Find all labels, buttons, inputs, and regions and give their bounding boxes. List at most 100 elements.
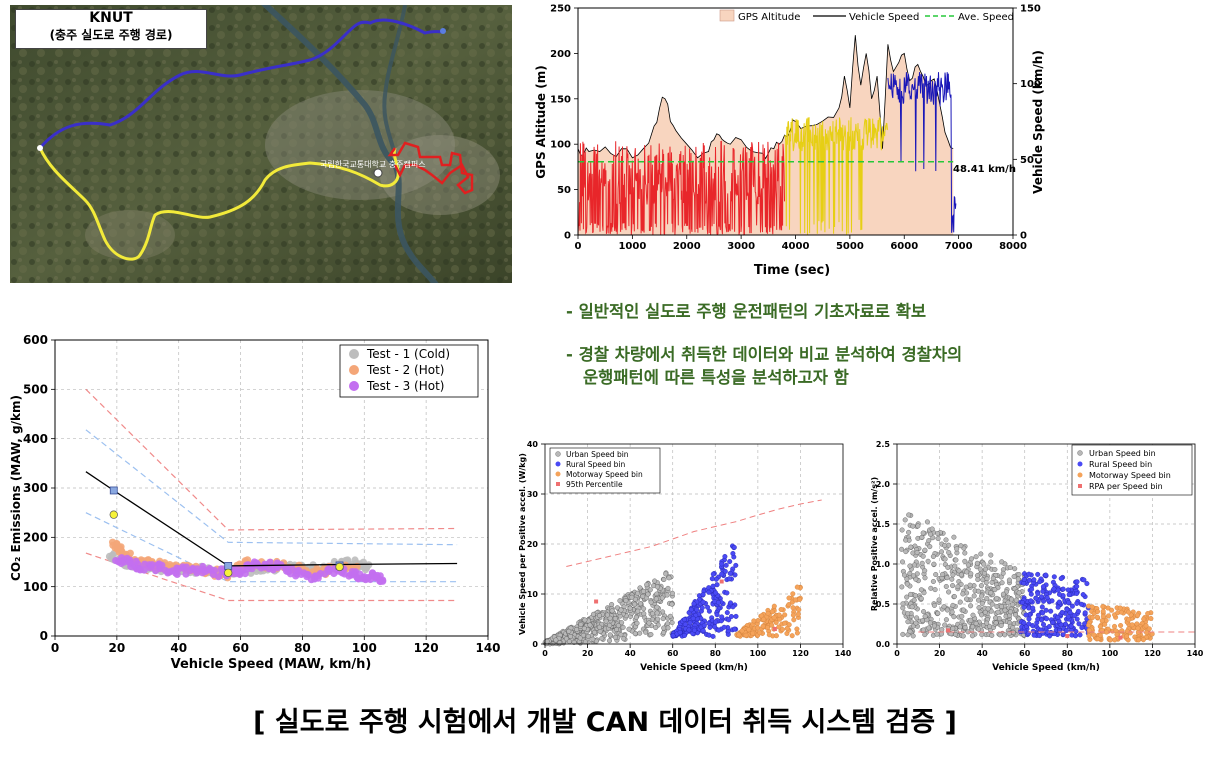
scatter-point: [701, 622, 707, 628]
scatter-point: [971, 593, 977, 599]
scatter-point: [968, 556, 974, 562]
scatter-point: [982, 566, 988, 572]
scatter-point: [1124, 628, 1130, 634]
scatter-point: [922, 568, 928, 574]
scatter-point: [902, 517, 908, 523]
scatter-point: [978, 551, 984, 557]
scatter-point: [957, 599, 963, 605]
scatter-point: [659, 595, 665, 601]
y-tick-label: 100: [550, 140, 571, 151]
scatter-point: [654, 584, 660, 590]
characteristic-point: [224, 562, 233, 570]
rpa-chart: 0 20 40 60 80 100 120 140 0.0 0.5 1.0 1.5 2.0 2.5 Ur…: [870, 440, 1204, 673]
river: [261, 5, 439, 283]
scatter-point: [944, 607, 950, 613]
scatter-point: [700, 591, 706, 597]
test-point: [379, 576, 387, 584]
scatter-point: [1019, 599, 1025, 605]
legend-swatch-test3: [349, 381, 359, 391]
scatter-point: [927, 620, 933, 626]
scatter-point: [993, 620, 999, 626]
scatter-point: [655, 616, 661, 622]
scatter-point: [700, 628, 706, 634]
scatter-point: [1039, 594, 1045, 600]
scatter-point: [910, 550, 916, 556]
scatter-point: [623, 598, 629, 604]
scatter-point: [910, 633, 916, 639]
scatter-point: [988, 559, 994, 565]
scatter-point: [1059, 609, 1065, 615]
scatter-point: [912, 562, 918, 568]
y-tick-label: 0.5: [876, 600, 891, 609]
scatter-point: [903, 549, 909, 555]
scatter-point: [1026, 621, 1032, 627]
bullet-text: - 일반적인 실도로 주행 운전패턴의 기초자료로 확보: [566, 302, 927, 321]
reference-point: [335, 562, 344, 572]
x-tick-label: 140: [475, 641, 500, 655]
legend-swatch-test2: [349, 365, 359, 375]
x-axis-label: Time (sec): [754, 263, 830, 278]
scatter-point: [587, 622, 593, 628]
scatter-point: [948, 631, 954, 637]
y-tick-label: 0.0: [876, 640, 891, 649]
scatter-point: [942, 622, 948, 628]
scatter-point: [1035, 612, 1041, 618]
x-tick-label: 3000: [727, 241, 755, 252]
scatter-point: [942, 542, 948, 548]
scatter-point: [1031, 632, 1037, 638]
scatter-point: [946, 589, 952, 595]
scatter-point: [1089, 604, 1095, 610]
y-tick-label: 1.0: [876, 560, 891, 569]
scatter-point: [571, 639, 577, 645]
scatter-point: [609, 601, 615, 607]
scatter-point: [727, 570, 733, 576]
scatter-point: [954, 546, 960, 552]
scatter-point: [964, 569, 970, 575]
plot-area: [85, 388, 458, 602]
scatter-point: [1065, 614, 1071, 620]
scatter-point: [1074, 616, 1080, 622]
scatter-point: [1012, 612, 1018, 618]
scatter-point: [644, 582, 650, 588]
scatter-point: [743, 632, 749, 638]
scatter-point: [953, 557, 959, 563]
scatter-point: [604, 612, 610, 618]
scatter-point: [899, 546, 905, 552]
scatter-point: [960, 591, 966, 597]
scatter-point: [922, 547, 928, 553]
scatter-point: [969, 633, 975, 639]
y-tick-label: 100: [23, 580, 48, 594]
scatter-point: [1079, 625, 1085, 631]
test-point: [211, 566, 219, 575]
scatter-point: [952, 631, 958, 637]
scatter-point: [983, 580, 989, 586]
scatter-point: [607, 622, 613, 628]
scatter-point: [596, 624, 602, 630]
scatter-point: [706, 608, 712, 614]
scatter-point: [978, 583, 984, 589]
scatter-point: [899, 584, 905, 590]
scatter-point: [544, 638, 550, 644]
scatter-point: [1091, 632, 1097, 638]
marker-point: [594, 599, 599, 604]
scatter-point: [648, 631, 654, 637]
legend-swatch-test1: [349, 349, 359, 359]
scatter-point: [951, 593, 957, 599]
scatter-point: [1107, 637, 1113, 643]
y-axis-label-right: Vehicle Speed (km/h): [1031, 50, 1045, 194]
legend-label-test3: Test - 3 (Hot): [366, 379, 444, 393]
scatter-point: [957, 624, 963, 630]
scatter-point: [691, 601, 697, 607]
scatter-point: [950, 625, 956, 631]
scatter-point: [1117, 605, 1123, 611]
marker-point: [772, 627, 777, 631]
scatter-point: [1030, 628, 1036, 634]
scatter-point: [1100, 604, 1106, 610]
scatter-point: [934, 631, 940, 637]
scatter-point: [1111, 623, 1117, 629]
reference-point: [109, 510, 118, 519]
scatter-point: [909, 604, 915, 610]
x-tick-label: 20: [934, 649, 946, 658]
scatter-point: [975, 597, 981, 603]
scatter-point: [960, 633, 966, 639]
